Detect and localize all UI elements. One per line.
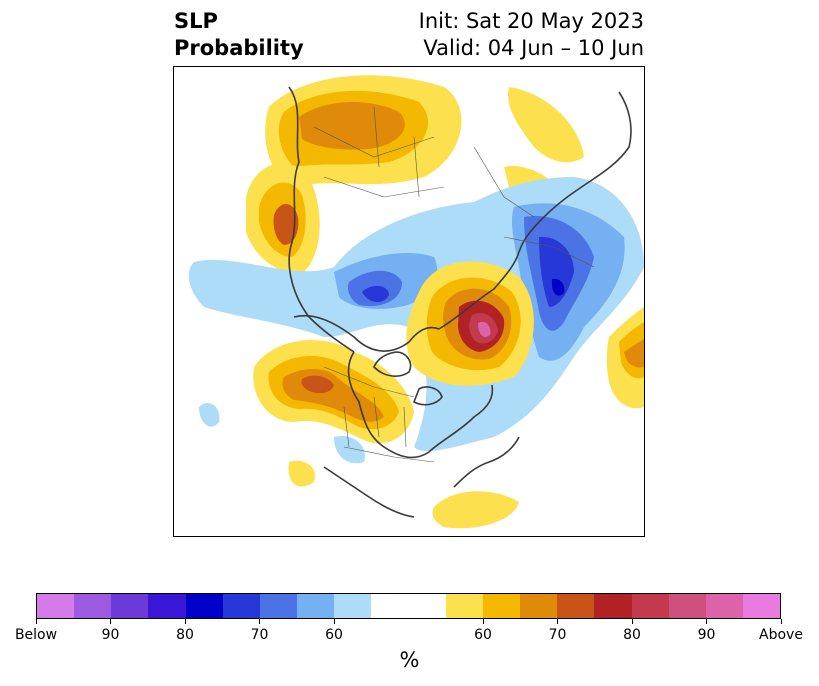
anomaly-above-south <box>288 460 519 529</box>
probability-map <box>188 75 644 529</box>
colorbar-tick <box>35 619 37 624</box>
colorbar-tick <box>333 619 335 624</box>
colorbar-tick-label: 80 <box>176 627 194 643</box>
anomaly-above-east-edge <box>606 307 644 409</box>
colorbar-segment <box>371 594 409 618</box>
colorbar-tick-label: 70 <box>548 627 567 643</box>
colorbar-tick-label: Above <box>759 627 803 643</box>
colorbar-segment <box>705 594 743 618</box>
colorbar-tick <box>631 619 633 624</box>
colorbar-segment <box>631 594 669 618</box>
colorbar-tick-label: 90 <box>697 627 716 643</box>
colorbar-segment <box>222 594 260 618</box>
title-product: Probability <box>174 36 304 60</box>
colorbar-segment <box>557 594 595 618</box>
colorbar-segment <box>742 594 781 618</box>
anomaly-above-west <box>246 163 320 273</box>
borders <box>313 106 595 463</box>
colorbar-tick-label: Below <box>14 627 58 643</box>
anomaly-below-southwest <box>199 402 365 464</box>
colorbar-segment <box>520 594 558 618</box>
chart-dates: Init: Sat 20 May 2023 Valid: 04 Jun – 10… <box>419 8 644 62</box>
colorbar-tick <box>706 619 707 624</box>
colorbar-tick <box>780 619 782 624</box>
colorbar-segment <box>259 594 298 618</box>
colorbar-tick-label: 90 <box>101 627 120 643</box>
colorbar-segment <box>148 594 186 618</box>
colorbar-tick-label: 70 <box>250 627 269 643</box>
colorbar-tick-label: 80 <box>623 627 641 643</box>
colorbar-segment <box>482 594 521 618</box>
colorbar <box>36 593 781 619</box>
anomaly-above-greenland <box>406 261 534 386</box>
colorbar-tick <box>482 619 484 624</box>
colorbar-segment <box>297 594 335 618</box>
colorbar-segment <box>594 594 632 618</box>
valid-range: Valid: 04 Jun – 10 Jun <box>423 36 644 60</box>
anomaly-above-canada <box>253 340 414 444</box>
init-date: Init: Sat 20 May 2023 <box>418 9 644 33</box>
colorbar-tick <box>259 619 260 624</box>
colorbar-segment <box>334 594 372 618</box>
colorbar-tick <box>184 619 186 624</box>
colorbar-segment <box>668 594 706 618</box>
colorbar-tick-labels: Below 90 80 70 60 60 70 80 90 Above <box>15 627 803 647</box>
polar-map <box>173 66 645 537</box>
colorbar-tick <box>557 619 558 624</box>
colorbar-segment <box>37 594 75 618</box>
colorbar-segment <box>74 594 112 618</box>
colorbar-unit: % <box>399 648 420 672</box>
colorbar-segment <box>111 594 149 618</box>
colorbar-ticks <box>35 619 782 629</box>
title-variable: SLP <box>174 9 218 33</box>
colorbar-tick-label: 60 <box>474 627 492 643</box>
colorbar-segment <box>408 594 446 618</box>
chart-title: SLP Probability <box>174 8 304 62</box>
colorbar-segment <box>445 594 483 618</box>
colorbar-tick <box>110 619 111 624</box>
colorbar-tick-label: 60 <box>325 627 343 643</box>
colorbar-segment <box>185 594 223 618</box>
anomaly-above-siberia <box>265 75 462 187</box>
